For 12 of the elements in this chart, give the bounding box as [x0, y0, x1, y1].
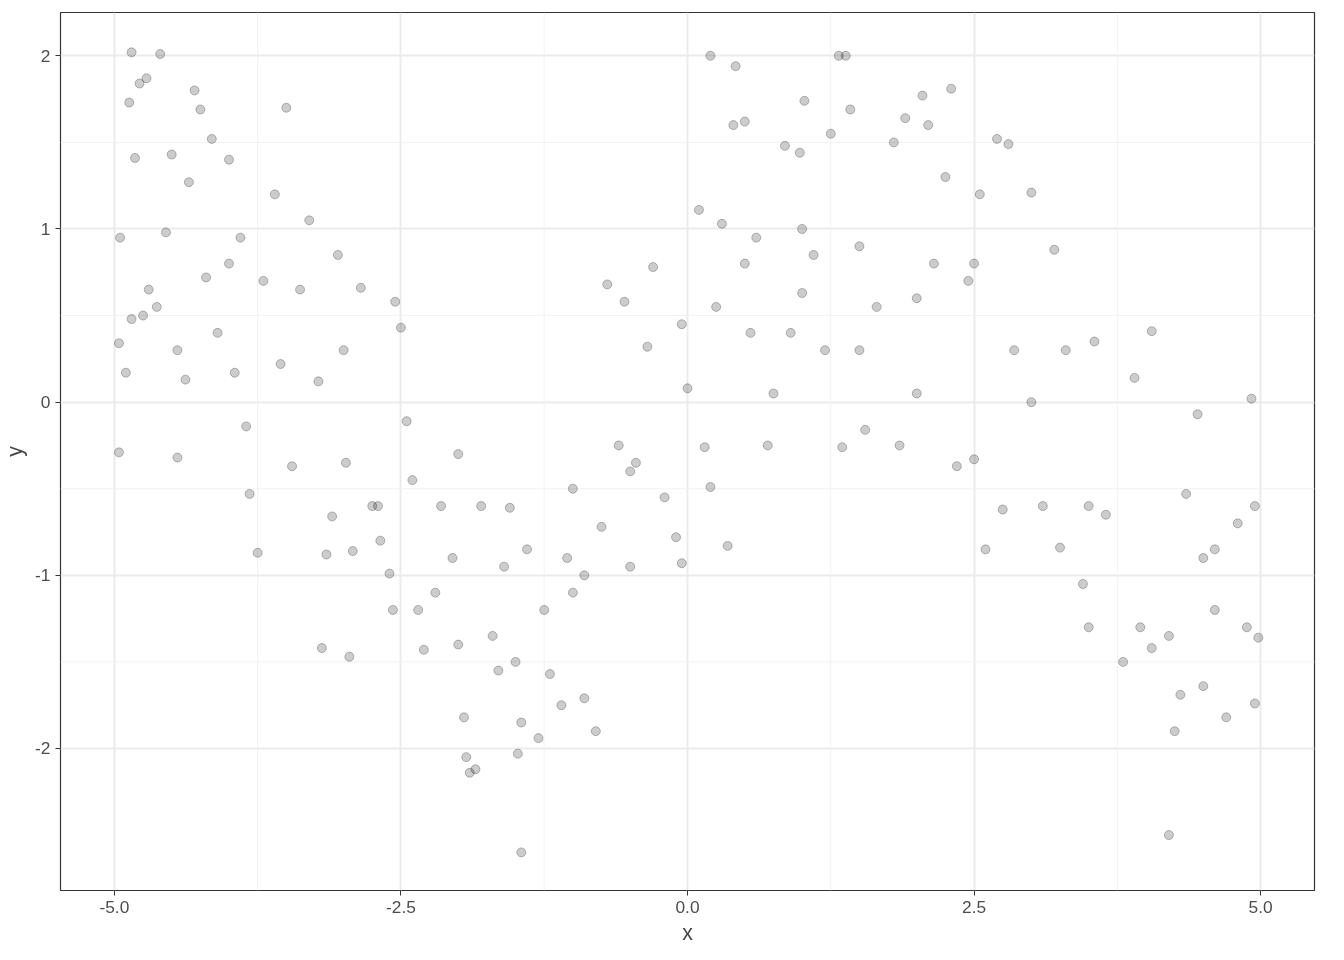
x-tick-label: 5.0 — [1248, 896, 1273, 917]
y-axis-title: y — [3, 445, 28, 457]
y-tick-label: -2 — [35, 738, 51, 759]
x-tick-label: 0.0 — [675, 896, 700, 917]
y-tick-label: -1 — [35, 565, 51, 586]
y-tick-label: 2 — [40, 45, 51, 66]
x-tick-label: -2.5 — [386, 896, 416, 917]
x-axis-title: x — [682, 920, 694, 945]
y-tick-label: 1 — [40, 218, 51, 239]
x-tick-label: -5.0 — [99, 896, 130, 917]
y-tick-label: 0 — [40, 392, 51, 413]
x-tick-label: 2.5 — [962, 896, 987, 917]
